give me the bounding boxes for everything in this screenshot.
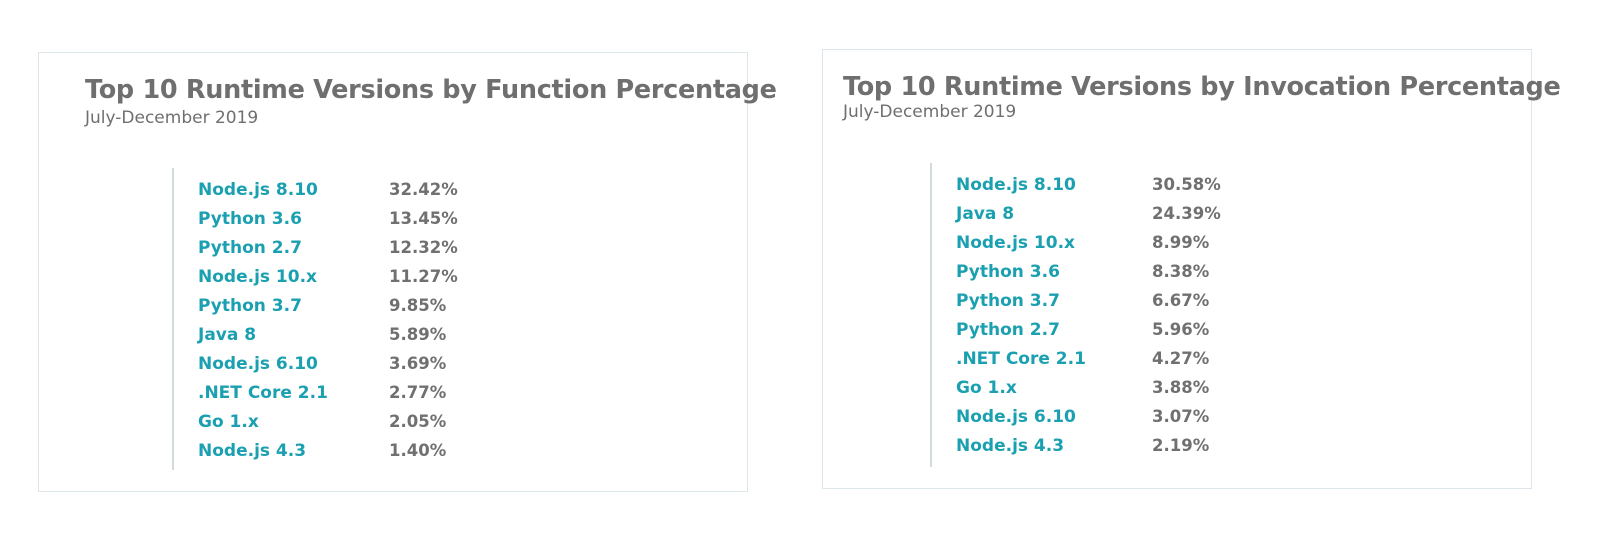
runtime-percentage: 2.77%: [389, 383, 447, 402]
runtime-label: Node.js 8.10: [198, 179, 318, 200]
runtime-row: Node.js 10.x 8.99%: [956, 228, 1221, 257]
runtime-label: Node.js 6.10: [956, 406, 1076, 427]
runtime-row: Python 3.7 6.67%: [956, 286, 1221, 315]
chart-title: Top 10 Runtime Versions by Invocation Pe…: [843, 72, 1561, 102]
runtime-row: Go 1.x 2.05%: [198, 407, 458, 436]
divider-line: [172, 168, 174, 470]
runtime-row: Node.js 8.10 30.58%: [956, 170, 1221, 199]
runtime-percentage: 4.27%: [1152, 349, 1210, 368]
divider-line: [930, 163, 932, 467]
runtime-percentage: 6.67%: [1152, 291, 1210, 310]
runtime-label: Python 3.6: [956, 261, 1060, 282]
runtime-label: Node.js 4.3: [198, 440, 307, 461]
runtime-row: Node.js 6.10 3.07%: [956, 402, 1221, 431]
invocation-percentage-card: Top 10 Runtime Versions by Invocation Pe…: [822, 49, 1561, 489]
runtime-row: Node.js 8.10 32.42%: [198, 175, 458, 204]
runtime-percentage: 32.42%: [389, 180, 458, 199]
runtime-percentage: 12.32%: [389, 238, 458, 257]
chart-title: Top 10 Runtime Versions by Function Perc…: [85, 75, 777, 105]
runtime-percentage: 11.27%: [389, 267, 458, 286]
runtime-row: Node.js 6.10 3.69%: [198, 349, 458, 378]
runtime-row: Node.js 4.3 2.19%: [956, 431, 1221, 460]
runtime-label: Node.js 4.3: [956, 435, 1065, 456]
runtime-label: Python 3.7: [198, 295, 302, 316]
runtime-percentage: 1.40%: [389, 441, 447, 460]
runtime-percentage: 2.19%: [1152, 436, 1210, 455]
runtime-label: Node.js 8.10: [956, 174, 1076, 195]
runtime-label: Java 8: [956, 203, 1015, 224]
runtime-percentage: 2.05%: [389, 412, 447, 431]
function-percentage-card: Top 10 Runtime Versions by Function Perc…: [38, 52, 777, 492]
runtime-label: Java 8: [198, 324, 257, 345]
runtime-label: Node.js 6.10: [198, 353, 318, 374]
runtime-label: .NET Core 2.1: [956, 348, 1086, 369]
runtime-row: Go 1.x 3.88%: [956, 373, 1221, 402]
runtime-percentage: 3.69%: [389, 354, 447, 373]
runtime-percentage: 3.88%: [1152, 378, 1210, 397]
runtime-row: Python 2.7 12.32%: [198, 233, 458, 262]
runtime-row: Python 3.6 8.38%: [956, 257, 1221, 286]
runtime-percentage: 5.96%: [1152, 320, 1210, 339]
runtime-label: Go 1.x: [198, 411, 259, 432]
chart-subtitle: July-December 2019: [85, 108, 259, 128]
runtime-row: Python 3.7 9.85%: [198, 291, 458, 320]
runtime-label: Go 1.x: [956, 377, 1017, 398]
runtime-row: Java 8 5.89%: [198, 320, 458, 349]
runtime-label: Python 2.7: [198, 237, 302, 258]
runtime-row: Python 2.7 5.96%: [956, 315, 1221, 344]
runtime-percentage: 5.89%: [389, 325, 447, 344]
runtime-percentage: 30.58%: [1152, 175, 1221, 194]
runtime-row: Node.js 10.x 11.27%: [198, 262, 458, 291]
runtime-percentage: 13.45%: [389, 209, 458, 228]
chart-subtitle: July-December 2019: [843, 102, 1017, 122]
runtime-row: Java 8 24.39%: [956, 199, 1221, 228]
runtime-list: Node.js 8.10 30.58% Java 8 24.39% Node.js 10…: [956, 170, 1221, 460]
runtime-label: Python 3.6: [198, 208, 302, 229]
runtime-percentage: 9.85%: [389, 296, 447, 315]
runtime-percentage: 8.99%: [1152, 233, 1210, 252]
runtime-row: .NET Core 2.1 4.27%: [956, 344, 1221, 373]
runtime-percentage: 8.38%: [1152, 262, 1210, 281]
runtime-label: Node.js 10.x: [956, 232, 1076, 253]
runtime-label: Python 2.7: [956, 319, 1060, 340]
runtime-list: Node.js 8.10 32.42% Python 3.6 13.45% Python…: [198, 175, 458, 465]
runtime-row: .NET Core 2.1 2.77%: [198, 378, 458, 407]
runtime-row: Node.js 4.3 1.40%: [198, 436, 458, 465]
runtime-percentage: 3.07%: [1152, 407, 1210, 426]
runtime-label: Node.js 10.x: [198, 266, 318, 287]
runtime-percentage: 24.39%: [1152, 204, 1221, 223]
runtime-row: Python 3.6 13.45%: [198, 204, 458, 233]
runtime-label: Python 3.7: [956, 290, 1060, 311]
runtime-label: .NET Core 2.1: [198, 382, 328, 403]
